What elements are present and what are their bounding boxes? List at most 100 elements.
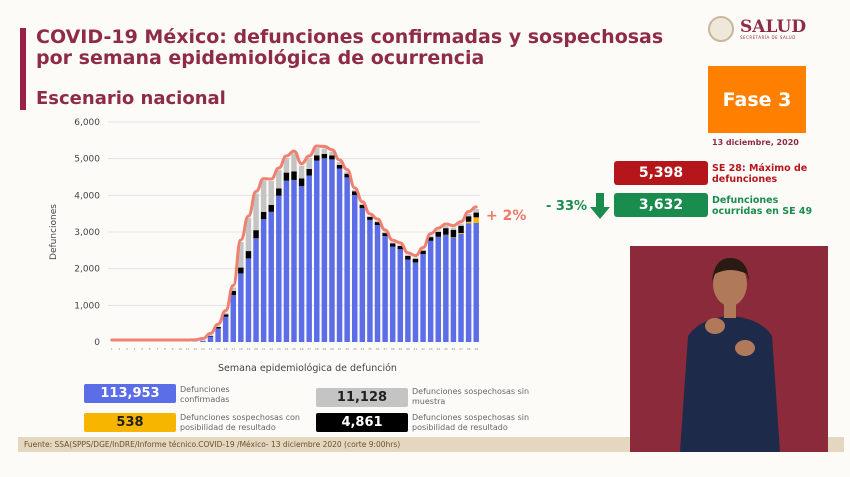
phase-badge: Fase 3 [708,66,806,133]
trend-label: + 2% [486,208,527,224]
x-tick-label: 26 [300,347,304,351]
x-tick-label: 44 [436,347,440,351]
bar-segment [253,238,259,342]
bar-segment [321,148,328,154]
x-tick-label: 8 [164,347,166,351]
title-line-1: COVID-19 México: defunciones confirmadas… [36,26,664,48]
bar-segment [352,189,358,192]
bar-segment [329,159,335,342]
x-tick-label: 36 [376,347,380,351]
bar-segment [374,221,381,223]
bar-segment [397,245,404,250]
x-tick-label: 19 [247,347,251,351]
y-tick-label: 5,000 [74,155,100,165]
x-tick-label: 41 [414,347,418,351]
y-axis-label: Defunciones [49,204,59,260]
bar-segment [314,155,320,161]
x-tick-label: 34 [360,347,364,351]
bar-segment [344,177,350,342]
bar-segment [420,254,426,342]
x-tick-label: 29 [322,347,326,351]
x-tick-label: 1 [111,347,113,351]
legend-confirmed-label: Defunciones confirmadas [180,385,230,404]
x-tick-label: 4 [134,347,136,351]
legend-no-possible-label: Defunciones sospechosas sin posibilidad … [412,413,530,432]
bar-segment [435,230,441,232]
bar-segment [336,168,343,342]
bar-segment [389,243,396,247]
max-value-box: 5,398 [614,161,708,185]
subtitle: Escenario nacional [36,88,226,109]
current-value-box: 3,632 [614,193,708,217]
bar-segment [276,170,282,189]
bar-segment [336,164,343,169]
bar-segment [359,204,366,209]
x-tick-label: 32 [345,347,349,351]
x-tick-label: 10 [178,347,182,351]
bar-segment [382,233,388,237]
bar-segment [359,203,366,205]
bar-segment [443,225,449,229]
x-tick-label: 18 [239,347,243,351]
x-tick-label: 39 [398,347,402,351]
legend-no-sample-value: 11,128 [316,388,408,407]
bar-segment [420,249,426,251]
bar-segment [344,173,350,178]
bar-segment [427,240,434,342]
bar-segment [435,232,441,237]
x-tick-label: 16 [224,347,228,351]
x-tick-label: 5 [141,347,143,351]
x-tick-label: 48 [467,347,471,351]
bar-segment [382,236,388,342]
page-title: COVID-19 México: defunciones confirmadas… [36,27,663,69]
bar-segment [473,217,479,223]
bar-segment [367,219,373,342]
bar-segment [465,221,472,224]
bar-segment [352,194,358,342]
bar-segment [465,223,472,342]
bar-segment [306,157,312,169]
bar-segment [405,255,411,260]
total-curve [110,144,478,342]
bar-segment [222,316,229,342]
current-label: Defunciones ocurridas en SE 49 [712,195,813,217]
bar-segment [329,151,335,156]
legend-confirmed-value: 113,953 [84,384,176,403]
bar-segment [314,160,320,342]
x-tick-label: 22 [269,347,273,351]
logo-text: SALUD [740,16,807,37]
bar-segment [268,211,274,342]
bar-segment [276,188,282,196]
bar-segment [443,228,449,235]
bar-segment [283,180,290,342]
bar-segment [473,222,479,342]
x-tick-label: 20 [254,347,258,351]
x-tick-label: 42 [421,347,425,351]
interpreter-figure [680,258,780,452]
bar-segment [465,213,472,217]
y-tick-label: 1,000 [74,301,100,311]
report-date: 13 diciembre, 2020 [712,138,799,147]
x-tick-label: 21 [262,347,266,351]
bar-segment [215,328,221,342]
x-tick-label: 27 [307,347,311,351]
x-tick-label: 12 [193,347,197,351]
x-axis-label: Semana epidemiológica de defunción [218,363,397,374]
bar-segment [359,208,366,342]
y-tick-label: 4,000 [74,191,100,201]
bar-segment [435,236,441,342]
x-tick-label: 40 [406,347,410,351]
x-tick-label: 38 [391,347,395,351]
bar-segment [412,258,419,263]
bar-segment [215,326,221,329]
x-tick-label: 37 [383,347,387,351]
bar-segment [291,179,297,342]
x-tick-label: 6 [149,347,151,351]
bar-segment [450,229,457,238]
bar-segment [260,180,267,212]
bar-segment [321,158,328,342]
logo-sub: SECRETARÍA DE SALUD [740,34,796,40]
salud-logo: SALUD SECRETARÍA DE SALUD [708,16,806,42]
bar-segment [389,242,396,244]
